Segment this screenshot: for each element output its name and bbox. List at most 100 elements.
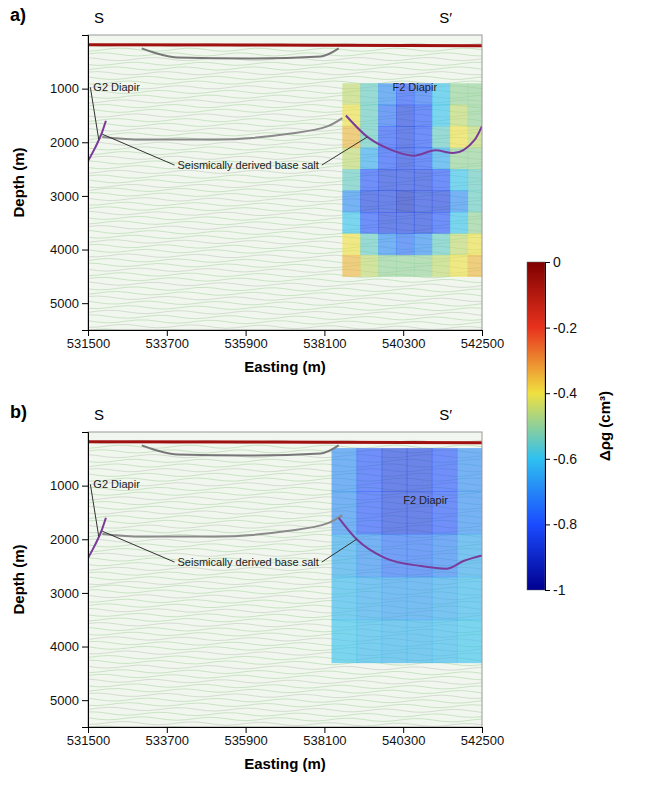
density-cell	[468, 233, 482, 255]
density-cell	[360, 212, 378, 234]
tick-label: 5000	[50, 296, 79, 311]
density-cell	[450, 191, 468, 213]
density-cell	[396, 212, 414, 234]
leader-line	[322, 539, 357, 562]
density-cell	[457, 577, 482, 620]
density-cell	[342, 233, 360, 255]
tick: 535900	[224, 330, 267, 351]
seismic-reflector	[88, 277, 482, 282]
leader-line	[90, 87, 98, 139]
density-cell	[396, 233, 414, 255]
density-cell	[432, 169, 450, 191]
horizon-line	[339, 518, 482, 569]
density-cell	[357, 577, 383, 620]
density-cell	[432, 255, 450, 277]
tick-mark	[82, 303, 88, 304]
density-cell	[396, 148, 414, 170]
x-axis-title: Easting (m)	[244, 755, 326, 772]
density-cell	[342, 191, 360, 213]
tick-label: 542500	[461, 733, 504, 748]
axis-line	[82, 433, 89, 728]
tick-mark	[82, 250, 88, 251]
annotations: G2 DiapirSeismically derived base saltF2…	[90, 478, 448, 568]
tick: -0.6	[545, 451, 577, 467]
tick: 2000	[50, 532, 88, 547]
density-cell	[378, 212, 396, 234]
tick-label: 538100	[303, 336, 346, 351]
tick: 531500	[67, 727, 110, 748]
tick: 533700	[146, 330, 189, 351]
seismic-reflector	[88, 688, 482, 693]
figure: 1000 2000 3000 4000 5000 531500 533700 535900 53…	[0, 0, 660, 796]
tick-mark	[545, 590, 550, 591]
density-cell	[332, 620, 358, 663]
density-cell	[332, 577, 358, 620]
seismic-reflector	[88, 674, 482, 679]
seismic-reflector	[88, 67, 482, 70]
density-cell	[450, 255, 468, 277]
tick: 3000	[50, 189, 88, 204]
density-cell	[432, 212, 450, 234]
density-cell	[450, 126, 468, 148]
panel: 1000200030004000500053150053370053590053…	[10, 402, 504, 772]
seismic-reflector	[88, 310, 482, 315]
tick-mark	[167, 330, 168, 336]
tick-mark	[403, 330, 404, 336]
plot-frame	[88, 35, 482, 330]
density-cell	[332, 491, 358, 534]
density-cell	[457, 491, 482, 534]
tick-mark	[545, 459, 550, 460]
tick-mark	[88, 330, 89, 336]
tick-mark	[82, 196, 88, 197]
seismic-reflector	[88, 43, 482, 46]
tick-label: 3000	[50, 189, 79, 204]
density-cell	[450, 148, 468, 170]
section-start: S	[94, 406, 104, 423]
seismic-reflector	[88, 670, 482, 675]
tick-label: 5000	[50, 693, 79, 708]
axis-line	[89, 728, 483, 734]
horizon-line	[142, 48, 339, 58]
tick-label: 538100	[303, 733, 346, 748]
density-cell	[360, 148, 378, 170]
tick-label: 4000	[50, 242, 79, 257]
section-start: S	[94, 9, 104, 26]
density-cell	[407, 534, 433, 577]
tick-mark	[482, 727, 483, 733]
tick-mark	[88, 727, 89, 733]
density-cell	[378, 233, 396, 255]
tick-label: -0.8	[553, 516, 577, 532]
tick-mark	[324, 330, 325, 336]
density-cells	[342, 83, 482, 277]
seismic-reflector	[88, 287, 482, 292]
tick: 533700	[146, 727, 189, 748]
density-cell	[382, 620, 408, 663]
density-cell	[432, 448, 458, 491]
density-cell	[396, 105, 414, 127]
density-cell	[414, 105, 432, 127]
density-cell	[360, 105, 378, 127]
seismic-reflector	[88, 717, 482, 722]
panel-label: a)	[10, 5, 26, 25]
tick-label: 1000	[50, 478, 79, 493]
density-cell	[357, 491, 383, 534]
section-end: S′	[439, 9, 452, 26]
density-cell	[414, 255, 432, 277]
seismic-reflector	[88, 320, 482, 325]
tick-label: 4000	[50, 639, 79, 654]
seismic-reflector	[88, 722, 482, 727]
tick-label: -0.2	[553, 320, 577, 336]
horizon-line	[102, 515, 342, 536]
tick: -0.2	[545, 320, 577, 336]
density-cell	[360, 169, 378, 191]
density-cell	[378, 105, 396, 127]
tick-label: 3000	[50, 586, 79, 601]
tick: 4000	[50, 242, 88, 257]
density-cell	[342, 105, 360, 127]
density-cell	[457, 448, 482, 491]
density-cell	[414, 191, 432, 213]
density-cell	[357, 448, 383, 491]
density-cell	[378, 169, 396, 191]
tick-label: 542500	[461, 336, 504, 351]
density-cell	[432, 126, 450, 148]
